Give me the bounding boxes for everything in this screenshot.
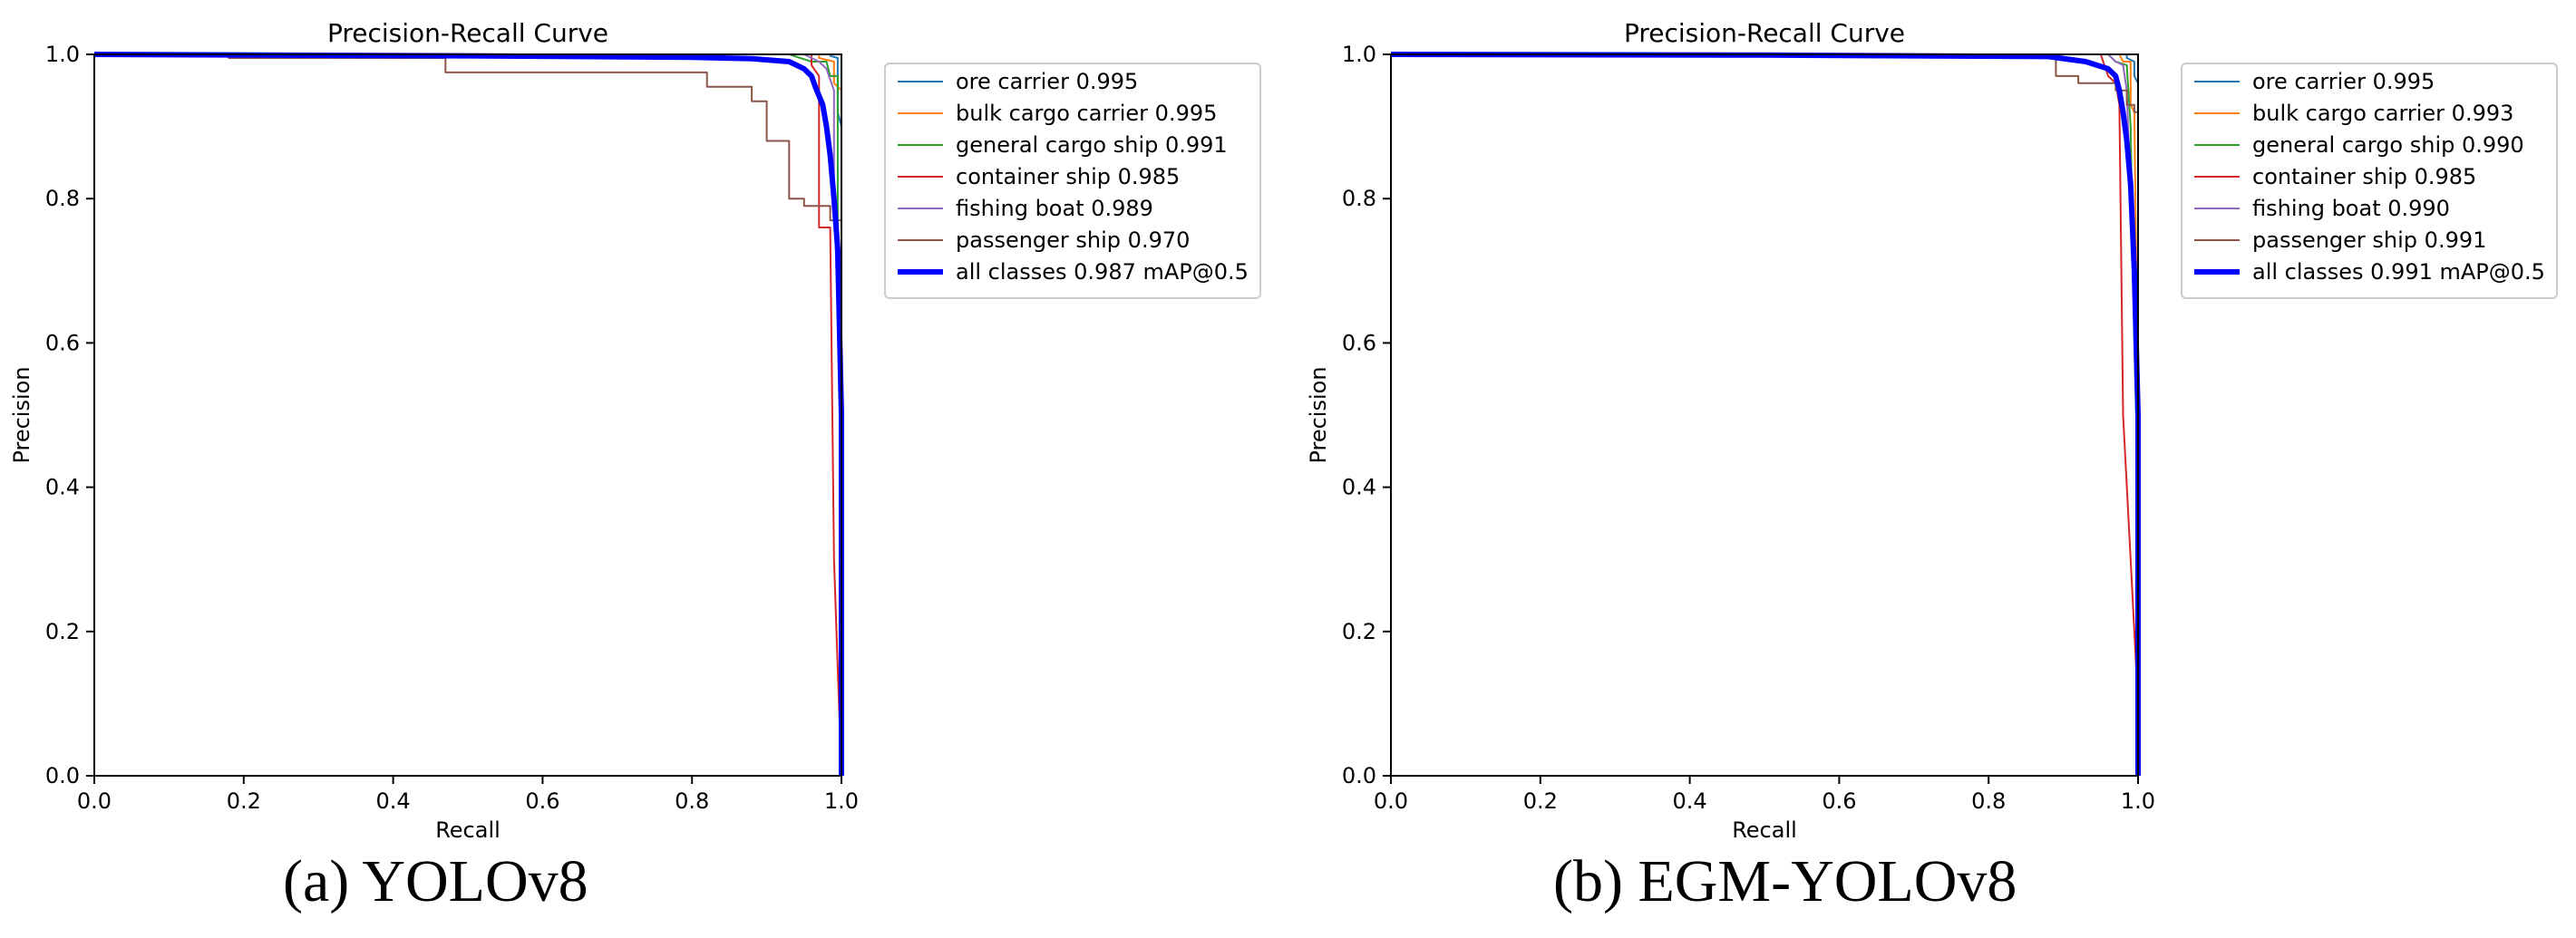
series-line-4 [94,53,842,777]
x-tick-label: 1.0 [2121,788,2155,814]
legend-entry-5: fishing boat 0.989 [956,196,1153,221]
legend-entry-1: ore carrier 0.995 [2252,69,2435,94]
legend-entry-5: fishing boat 0.990 [2252,196,2450,221]
legend-box [2181,63,2558,299]
series-line-3 [94,53,842,776]
y-tick-label: 0.4 [45,475,80,500]
legend-entry-6: passenger ship 0.970 [956,227,1190,253]
y-tick-label: 0.2 [1342,619,1376,644]
x-tick-label: 1.0 [824,788,859,814]
series-group [1390,52,2141,776]
series-line-6 [94,53,842,776]
series-line-5 [94,53,842,776]
y-axis-label: Precision [9,366,34,463]
series-line-7 [93,52,844,776]
series-line-2 [94,53,842,776]
plot-frame [93,53,842,777]
series-line-7 [1390,52,2141,776]
x-axis-label: Recall [435,817,501,843]
chart-title: Precision-Recall Curve [1624,18,1905,48]
caption-yolov8: (a) YOLOv8 [283,848,588,914]
y-tick-label: 0.6 [1342,330,1376,355]
chart-title: Precision-Recall Curve [327,18,608,48]
x-tick-label: 0.6 [1822,788,1856,814]
y-tick-label: 0.0 [1342,763,1376,788]
legend-entry-2: bulk cargo carrier 0.993 [2252,101,2513,126]
x-tick-label: 0.0 [77,788,112,814]
series-line-1 [1391,53,2139,776]
legend-entry-3: general cargo ship 0.990 [2252,132,2524,158]
plot-frame [1390,53,2139,777]
legend-entry-3: general cargo ship 0.991 [956,132,1228,158]
series-line-1 [94,53,842,776]
legend-entry-6: passenger ship 0.991 [2252,227,2486,253]
legend-entry-1: ore carrier 0.995 [956,69,1138,94]
y-tick-label: 0.8 [1342,186,1376,211]
pr-chart-2: Precision-Recall Curve 0.0 0.2 0.4 0.6 0.8 1.0… [1306,18,2558,843]
legend-entry-7: all classes 0.987 mAP@0.5 [956,259,1249,285]
legend-entry-4: container ship 0.985 [2252,164,2476,189]
y-tick-label: 0.8 [45,186,80,211]
y-tick-label: 1.0 [1342,42,1376,67]
x-tick-label: 0.8 [675,788,709,814]
x-tick-label: 0.0 [1374,788,1408,814]
legend-box [884,63,1261,299]
y-tick-label: 0.0 [45,763,80,788]
x-tick-label: 0.2 [227,788,261,814]
x-tick-label: 0.4 [1673,788,1707,814]
x-tick-label: 0.4 [376,788,411,814]
y-tick-label: 1.0 [45,42,80,67]
x-tick-label: 0.6 [525,788,559,814]
series-line-6 [1391,53,2139,776]
legend-entry-2: bulk cargo carrier 0.995 [956,101,1217,126]
series-line-3 [1391,53,2139,776]
series-line-5 [1391,53,2139,776]
legend-entry-7: all classes 0.991 mAP@0.5 [2252,259,2545,285]
series-line-2 [1391,53,2139,776]
y-tick-label: 0.4 [1342,475,1376,500]
y-tick-label: 0.2 [45,619,80,644]
x-axis-label: Recall [1732,817,1797,843]
x-tick-label: 0.8 [1971,788,2006,814]
caption-egm-yolov8: (b) EGM-YOLOv8 [1553,848,2017,914]
y-tick-label: 0.6 [45,330,80,355]
legend-entry-4: container ship 0.985 [956,164,1180,189]
series-group [93,52,844,777]
pr-chart-1: Precision-Recall Curve 0.0 0.2 0.4 0.6 0.8 1.0… [9,18,1261,843]
legend: ore carrier 0.995 bulk cargo carrier 0.99… [2181,63,2558,299]
y-axis-label: Precision [1306,366,1331,463]
legend: ore carrier 0.995 bulk cargo carrier 0.99… [884,63,1261,299]
x-tick-label: 0.2 [1523,788,1558,814]
series-line-4 [1391,53,2139,776]
